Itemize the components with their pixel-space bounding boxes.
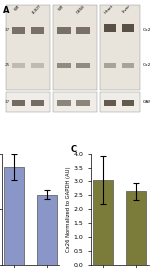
Text: WT: WT — [58, 4, 66, 11]
Text: C: C — [71, 145, 77, 154]
FancyBboxPatch shape — [12, 100, 25, 106]
FancyBboxPatch shape — [57, 100, 71, 106]
FancyBboxPatch shape — [122, 100, 134, 106]
FancyBboxPatch shape — [100, 5, 140, 90]
FancyBboxPatch shape — [53, 92, 97, 112]
FancyBboxPatch shape — [6, 5, 50, 90]
Text: WT: WT — [14, 4, 21, 11]
FancyBboxPatch shape — [53, 5, 97, 90]
FancyBboxPatch shape — [104, 100, 116, 106]
FancyBboxPatch shape — [104, 24, 116, 32]
FancyBboxPatch shape — [76, 63, 90, 68]
FancyBboxPatch shape — [76, 100, 90, 106]
Y-axis label: Cx26 Normalized to GAPDH (AU): Cx26 Normalized to GAPDH (AU) — [66, 167, 70, 252]
Bar — [37, 195, 57, 265]
Text: I130T: I130T — [31, 4, 42, 15]
Text: G45E: G45E — [76, 4, 86, 14]
FancyBboxPatch shape — [122, 63, 134, 68]
Bar — [93, 180, 113, 265]
FancyBboxPatch shape — [104, 63, 116, 68]
Bar — [4, 167, 24, 265]
Text: 25: 25 — [4, 63, 10, 67]
FancyBboxPatch shape — [57, 63, 71, 68]
FancyBboxPatch shape — [31, 100, 44, 106]
FancyBboxPatch shape — [57, 27, 71, 34]
Text: 37: 37 — [4, 28, 10, 32]
FancyBboxPatch shape — [12, 27, 25, 34]
FancyBboxPatch shape — [6, 92, 50, 112]
FancyBboxPatch shape — [12, 63, 25, 68]
Text: GAPDH: GAPDH — [143, 100, 150, 104]
Text: Liver: Liver — [122, 4, 131, 14]
Text: Cx26-Doublet: Cx26-Doublet — [143, 28, 150, 32]
FancyBboxPatch shape — [31, 63, 44, 68]
FancyBboxPatch shape — [122, 24, 134, 32]
Bar — [126, 191, 146, 265]
FancyBboxPatch shape — [100, 92, 140, 112]
FancyBboxPatch shape — [31, 27, 44, 34]
Text: A: A — [3, 6, 9, 15]
Text: Cx26: Cx26 — [143, 63, 150, 67]
Text: Heart: Heart — [103, 4, 114, 15]
FancyBboxPatch shape — [76, 27, 90, 34]
Text: 37: 37 — [4, 100, 10, 104]
